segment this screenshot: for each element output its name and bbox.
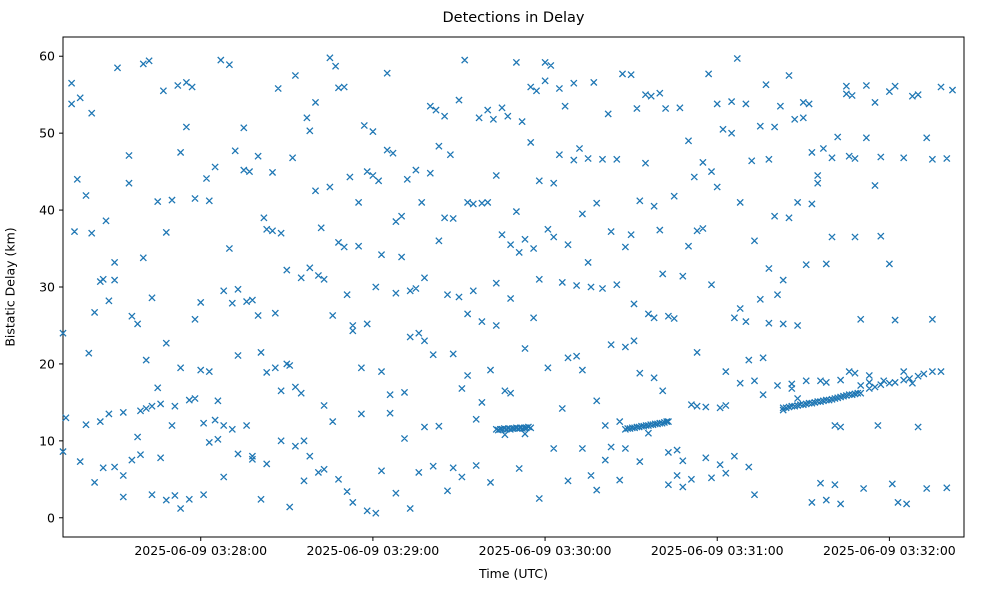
x-tick-label: 2025-06-09 03:32:00	[823, 543, 956, 558]
x-tick-label: 2025-06-09 03:30:00	[479, 543, 612, 558]
y-tick-label: 0	[47, 510, 55, 525]
y-tick-label: 50	[39, 126, 55, 141]
y-tick-label: 60	[39, 49, 55, 64]
y-tick-label: 10	[39, 433, 55, 448]
y-tick-label: 30	[39, 280, 55, 295]
chart-title: Detections in Delay	[442, 10, 585, 26]
y-tick-label: 20	[39, 356, 55, 371]
x-tick-label: 2025-06-09 03:29:00	[307, 543, 440, 558]
x-tick-label: 2025-06-09 03:31:00	[651, 543, 784, 558]
scatter-markers-detections	[59, 54, 957, 517]
y-axis-label: Bistatic Delay (km)	[2, 227, 18, 347]
axes-box	[62, 36, 965, 538]
x-axis-label: Time (UTC)	[478, 566, 549, 581]
y-tick-label: 40	[39, 203, 55, 218]
x-tick-label: 2025-06-09 03:28:00	[134, 543, 267, 558]
